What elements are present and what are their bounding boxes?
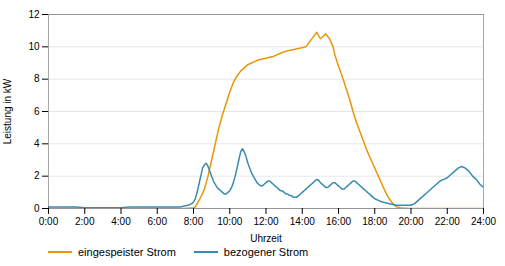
- svg-text:8:00: 8:00: [184, 216, 204, 227]
- svg-text:16:00: 16:00: [326, 216, 351, 227]
- svg-text:10: 10: [28, 41, 40, 52]
- svg-text:12:00: 12:00: [253, 216, 278, 227]
- svg-text:6:00: 6:00: [148, 216, 168, 227]
- svg-text:12: 12: [28, 9, 40, 20]
- svg-text:6: 6: [34, 106, 40, 117]
- svg-text:2:00: 2:00: [75, 216, 95, 227]
- svg-text:Leistung in kW: Leistung in kW: [2, 78, 13, 144]
- svg-text:22:00: 22:00: [435, 216, 460, 227]
- html-text:eingespeister Strom: eingespeister Strom: [78, 246, 176, 258]
- svg-text:4: 4: [34, 138, 40, 149]
- html-text:bezogener Strom: bezogener Strom: [223, 246, 309, 258]
- svg-text:20:00: 20:00: [398, 216, 423, 227]
- svg-text:14:00: 14:00: [290, 216, 315, 227]
- svg-text:Uhrzeit: Uhrzeit: [250, 233, 282, 244]
- svg-text:24:00: 24:00: [471, 216, 496, 227]
- svg-text:8: 8: [34, 73, 40, 84]
- svg-text:0: 0: [34, 203, 40, 214]
- svg-text:4:00: 4:00: [111, 216, 131, 227]
- svg-text:2: 2: [34, 170, 40, 181]
- svg-text:0:00: 0:00: [39, 216, 59, 227]
- svg-text:18:00: 18:00: [362, 216, 387, 227]
- svg-text:10:00: 10:00: [217, 216, 242, 227]
